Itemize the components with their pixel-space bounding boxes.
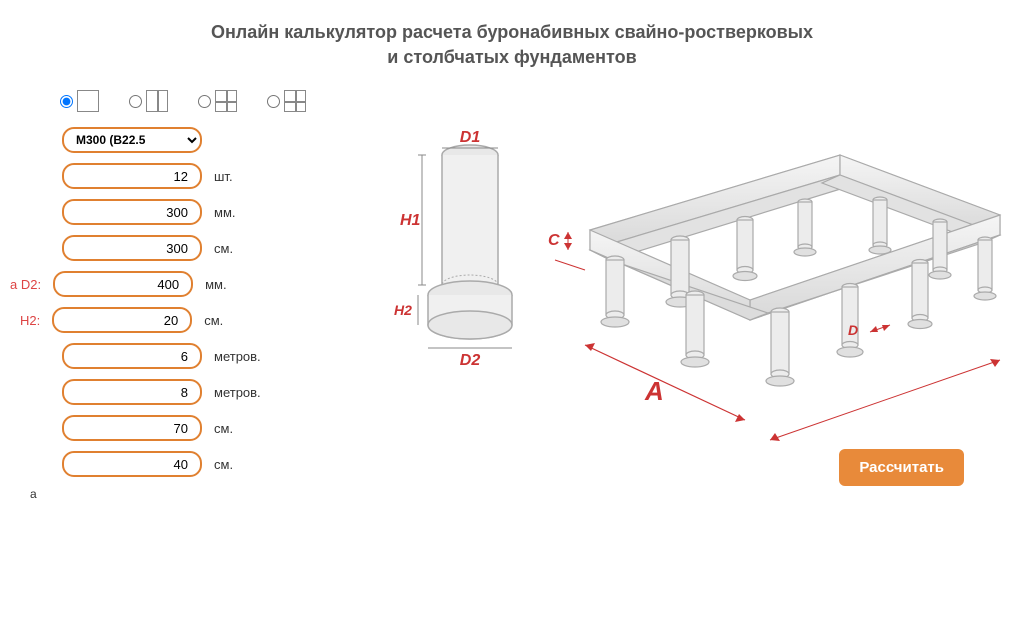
form-panel: М300 (В22.5 шт. мм. см. а D2: мм. H2: см — [30, 90, 310, 501]
bottom-label: а — [30, 487, 310, 501]
unit-m: метров. — [214, 349, 261, 364]
svg-text:A: A — [644, 376, 664, 406]
layout-radio-1[interactable] — [60, 95, 73, 108]
layout-option-1[interactable] — [60, 90, 99, 112]
pile-diagram: D1 H1 H2 D2 — [370, 130, 550, 380]
layout-icon-split-v — [146, 90, 168, 112]
layout-option-3[interactable] — [198, 90, 237, 112]
calculate-button[interactable]: Рассчитать — [839, 449, 964, 486]
unit-cm4: см. — [214, 457, 233, 472]
d2-label: а D2: — [10, 277, 41, 292]
unit-mm2: мм. — [205, 277, 227, 292]
svg-text:D1: D1 — [460, 130, 481, 146]
unit-m2: метров. — [214, 385, 261, 400]
h2-input[interactable] — [52, 307, 192, 333]
layout-radio-4[interactable] — [267, 95, 280, 108]
h1-input[interactable] — [62, 235, 202, 261]
concrete-grade-select[interactable]: М300 (В22.5 — [62, 127, 202, 153]
b-input[interactable] — [62, 379, 202, 405]
page-title: Онлайн калькулятор расчета буронабивных … — [30, 20, 994, 70]
c-input[interactable] — [62, 415, 202, 441]
svg-text:C: C — [548, 232, 560, 249]
diagram-area: D1 H1 H2 D2 — [330, 90, 994, 501]
svg-text:H2: H2 — [394, 302, 412, 318]
layout-option-2[interactable] — [129, 90, 168, 112]
d-input[interactable] — [62, 451, 202, 477]
unit-cm2: см. — [204, 313, 223, 328]
a-input[interactable] — [62, 343, 202, 369]
svg-text:D2: D2 — [460, 352, 481, 369]
svg-text:D: D — [848, 322, 858, 338]
unit-cm3: см. — [214, 421, 233, 436]
unit-pcs: шт. — [214, 169, 233, 184]
layout-type-radios — [30, 90, 310, 112]
unit-cm: см. — [214, 241, 233, 256]
unit-mm: мм. — [214, 205, 236, 220]
pile-count-input[interactable] — [62, 163, 202, 189]
layout-option-4[interactable] — [267, 90, 306, 112]
title-line-2: и столбчатых фундаментов — [387, 47, 636, 67]
d2-input[interactable] — [53, 271, 193, 297]
layout-radio-3[interactable] — [198, 95, 211, 108]
layout-icon-split-vh — [215, 90, 237, 112]
h2-label: H2: — [20, 313, 40, 328]
layout-icon-single — [77, 90, 99, 112]
svg-text:H1: H1 — [400, 212, 421, 229]
title-line-1: Онлайн калькулятор расчета буронабивных … — [211, 22, 813, 42]
d1-input[interactable] — [62, 199, 202, 225]
layout-radio-2[interactable] — [129, 95, 142, 108]
layout-icon-split-4 — [284, 90, 306, 112]
